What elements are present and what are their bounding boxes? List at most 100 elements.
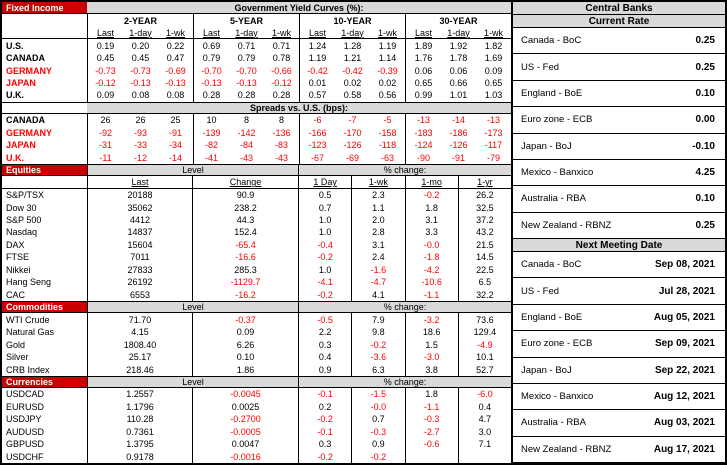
value-cell: -0.39 <box>377 65 398 76</box>
column-header: 1-wk <box>271 27 291 38</box>
column-header: 1-wk <box>351 176 404 188</box>
bank-label: New Zealand - RBNZ <box>521 443 612 455</box>
value-cell: -13 <box>405 114 441 127</box>
value-cell: -84 <box>239 140 253 151</box>
value-cell: -91 <box>168 127 182 138</box>
bank-label: Euro zone - ECB <box>521 114 593 126</box>
instrument-label: WTI Crude <box>6 314 50 325</box>
value-cell: -0.0 <box>404 238 458 252</box>
value-cell: 0.79 <box>237 53 256 64</box>
value-cell: 1.14 <box>378 53 397 64</box>
instrument-label: EURUSD <box>6 401 45 412</box>
value-cell: -166 <box>299 126 335 140</box>
value-cell: -126 <box>343 140 362 151</box>
rate-value: 0.25 <box>695 61 715 73</box>
value-cell: -173 <box>484 127 503 138</box>
value-cell: -0.13 <box>193 76 229 90</box>
column-header: Last <box>299 26 335 39</box>
value-cell: -1.5 <box>351 388 404 401</box>
value-cell: 26 <box>135 115 146 126</box>
value-cell: -0.6 <box>404 438 458 451</box>
value-cell: 0.06 <box>449 65 468 76</box>
table-row: DAX 15604 -65.4 -0.4 3.1 -0.0 21.5 <box>2 238 511 252</box>
value-cell: 4.15 <box>87 325 192 339</box>
table-row: JAPAN -31 -33 -34 -82 -84 -83 -123 -126 -118 -124-… <box>2 139 511 152</box>
value-cell: 0.28 <box>272 90 291 101</box>
value-cell: -1.8 <box>404 251 458 264</box>
value-cell: -0.1 <box>298 425 351 439</box>
value-cell: -4.7 <box>351 276 404 289</box>
column-header: 1-day <box>129 27 152 38</box>
value-cell: 7.9 <box>351 313 404 326</box>
value-cell: 0.02 <box>343 77 362 88</box>
value-cell: 73.6 <box>457 313 511 326</box>
rate-value: 4.25 <box>695 167 715 179</box>
value-cell: -170 <box>343 127 362 138</box>
country-label: CANADA <box>6 115 45 126</box>
value-cell: -0.0016 <box>192 450 298 463</box>
value-cell: 8 <box>278 115 284 126</box>
value-cell: 0.71 <box>272 40 291 51</box>
value-cell: 3.0 <box>457 425 511 439</box>
value-cell: 1.1796 <box>87 400 192 414</box>
value-cell: 1.2557 <box>87 388 192 401</box>
bank-row: Euro zone - ECB Sep 09, 2021 <box>513 331 725 358</box>
value-cell: 0.58 <box>343 90 362 101</box>
value-cell: 3.3 <box>404 226 458 239</box>
value-cell: -7 <box>348 115 357 126</box>
column-header: 1-yr <box>457 176 511 188</box>
bank-label: Euro zone - ECB <box>521 338 593 350</box>
bank-label: England - BoE <box>521 87 583 99</box>
bank-row: US - Fed Jul 28, 2021 <box>513 278 725 305</box>
value-cell: -0.5 <box>298 313 351 326</box>
value-cell: 14837 <box>87 226 192 239</box>
value-cell: -126 <box>449 140 468 151</box>
value-cell: -41 <box>193 151 229 164</box>
value-cell: 1.1 <box>351 201 404 214</box>
value-cell: 0.09 <box>87 89 123 102</box>
value-cell: -93 <box>133 127 147 138</box>
country-label: U.K. <box>6 152 24 163</box>
currencies-pct-change-header: % change: <box>298 376 511 388</box>
bank-row: Mexico - Banxico Aug 12, 2021 <box>513 383 725 411</box>
value-cell: 26 <box>87 114 123 127</box>
value-cell: -63 <box>380 152 394 163</box>
bank-label: Japan - BoJ <box>521 364 572 376</box>
equities-header-row: Equities Level % change: <box>2 163 511 177</box>
value-cell: -14 <box>451 115 465 126</box>
table-row: GBPUSD 1.3795 0.0047 0.3 0.9 -0.6 7.1 <box>2 438 511 451</box>
value-cell: 90.9 <box>192 188 298 202</box>
bank-label: Mexico - Banxico <box>521 391 594 403</box>
spreads-title-row: Spreads vs. U.S. (bps): <box>2 101 511 115</box>
value-cell: -6.0 <box>457 388 511 401</box>
value-cell: -0.66 <box>271 65 292 76</box>
instrument-label: Dow 30 <box>6 202 37 213</box>
value-cell: -0.13 <box>165 77 186 88</box>
value-cell: 44.3 <box>192 213 298 227</box>
bank-label: US - Fed <box>521 61 560 73</box>
instrument-label: S&P 500 <box>6 215 42 226</box>
table-row: CRB Index 218.46 1.86 0.9 6.3 3.8 52.7 <box>2 363 511 376</box>
value-cell: 27833 <box>87 263 192 277</box>
spreads-title: Spreads vs. U.S. (bps): <box>87 102 511 114</box>
value-cell: 1.8 <box>404 388 458 401</box>
country-label: U.S. <box>6 40 24 51</box>
value-cell: 0.2 <box>298 400 351 414</box>
instrument-label: AUDUSD <box>6 426 45 437</box>
table-row: S&P 500 4412 44.3 1.0 2.0 3.1 37.2 <box>2 213 511 227</box>
main-table-panel: Fixed Income Government Yield Curves (%)… <box>2 2 511 463</box>
column-header: 1-wk <box>483 27 503 38</box>
value-cell: -92 <box>87 126 123 140</box>
value-cell: -0.13 <box>130 77 151 88</box>
value-cell: -139 <box>193 126 229 140</box>
value-cell: -0.0005 <box>192 425 298 439</box>
value-cell: -3.0 <box>404 350 458 364</box>
instrument-label: USDCAD <box>6 389 45 400</box>
value-cell: 6.3 <box>351 363 404 376</box>
value-cell: 0.0047 <box>192 438 298 451</box>
value-cell: -0.70 <box>236 65 257 76</box>
central-banks-panel: Central Banks Current Rate Canada - BoC 0… <box>513 2 725 463</box>
value-cell: 0.0025 <box>192 400 298 414</box>
value-cell: 1.89 <box>405 39 441 52</box>
meeting-date-value: Sep 09, 2021 <box>654 338 715 350</box>
